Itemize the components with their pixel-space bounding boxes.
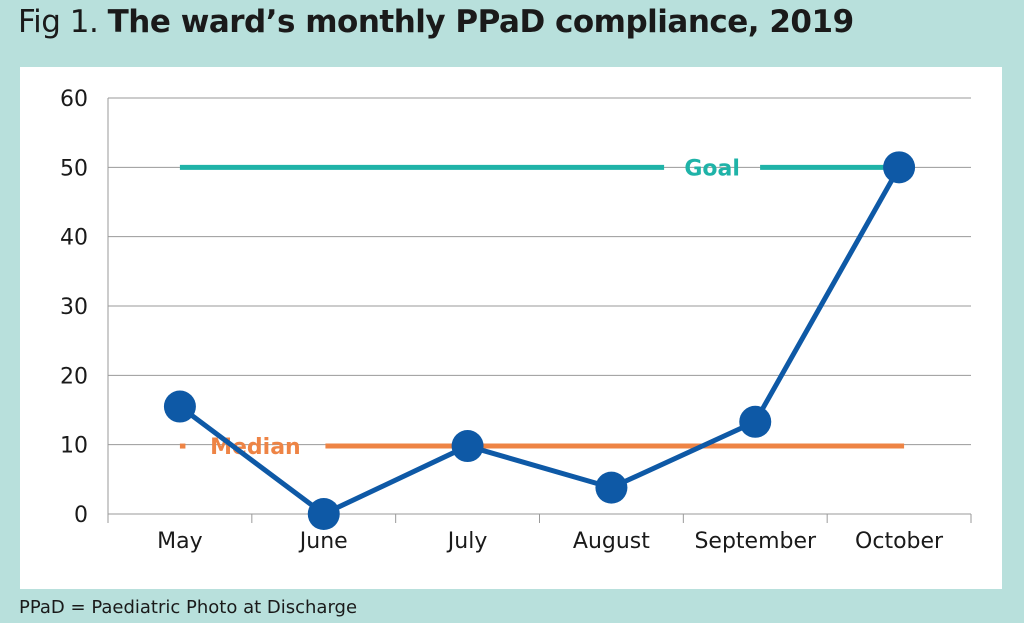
x-tick-label-may: May [157,529,202,554]
y-axis: 0 10 20 30 40 50 60 [60,87,109,528]
line-chart: 0 10 20 30 40 50 60 May June July August September… [60,87,972,554]
y-tick-label-50: 50 [60,156,88,181]
figure-title: Fig 1. The ward’s monthly PPaD complianc… [18,4,854,40]
data-point-september [739,405,772,438]
x-tick-label-september: September [694,529,817,554]
x-tick-label-july: July [446,529,488,554]
x-tick-label-october: October [855,529,944,554]
y-tick-label-30: 30 [60,295,88,320]
data-point-august [595,471,628,504]
footnote: PPaD = Paediatric Photo at Discharge [19,597,358,618]
goal-label: Goal [684,156,740,181]
data-point-october [883,151,916,184]
y-tick-label-60: 60 [60,87,88,112]
x-tick-label-june: June [298,529,348,554]
x-axis: May June July August September October [107,513,972,554]
chart-panel: 0 10 20 30 40 50 60 May June July August September… [20,67,1002,589]
y-tick-label-40: 40 [60,226,88,251]
y-tick-label-20: 20 [60,364,88,389]
data-point-july [451,430,484,463]
figure-title-prefix: Fig 1. [18,4,108,40]
series-layer [163,151,916,530]
x-tick-label-august: August [573,529,650,554]
y-tick-label-0: 0 [74,503,88,528]
series-line-compliance [178,166,902,517]
y-tick-label-10: 10 [60,434,88,459]
data-point-may [163,390,196,423]
figure-title-main: The ward’s monthly PPaD compliance, 2019 [107,4,854,40]
data-point-june [307,498,340,530]
